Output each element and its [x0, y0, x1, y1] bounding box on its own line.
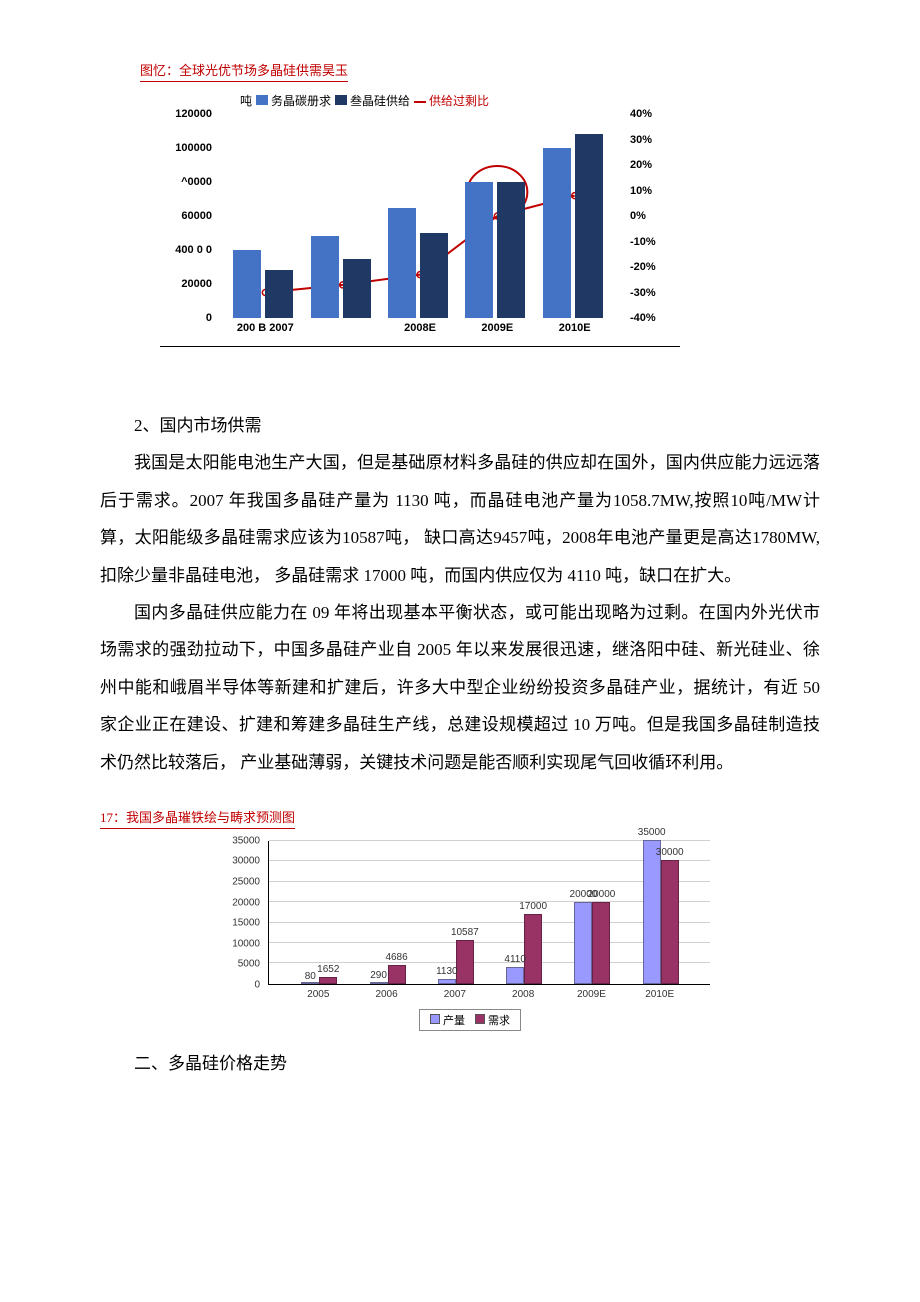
- chart1: 吨 务晶碳册求 叁晶硅供给 供给过剩比 020000400 0 060000^0…: [160, 86, 680, 347]
- chart1-y1-axis: 020000400 0 060000^0000100000120000: [160, 114, 216, 318]
- section-heading-2: 二、多晶硅价格走势: [134, 1049, 820, 1074]
- section-heading-1: 2、国内市场供需: [100, 407, 820, 444]
- legend-swatch-supply: [335, 95, 347, 105]
- chart1-title: 图忆：全球光优节场多晶硅供需昊玉: [140, 60, 348, 82]
- legend2-label-demand: 需求: [488, 1015, 510, 1027]
- chart1-container: 吨 务晶碳册求 叁晶硅供给 供给过剩比 020000400 0 060000^0…: [160, 86, 820, 347]
- chart2-title: 17：我国多晶璀铁绘与畴求预测图: [100, 807, 295, 829]
- paragraph-2: 国内多晶硅供应能力在 09 年将出现基本平衡状态，或可能出现略为过剩。在国内外光…: [100, 594, 820, 781]
- legend-label-supply: 叁晶硅供给: [350, 94, 410, 108]
- body-text: 2、国内市场供需 我国是太阳能电池生产大国，但是基础原材料多晶硅的供应却在国外，…: [100, 407, 820, 781]
- legend-unit: 吨: [240, 92, 252, 109]
- legend-label-ratio: 供给过剩比: [429, 94, 489, 108]
- chart2-x-axis: 20052006200720082009E2010E: [268, 989, 710, 1003]
- legend2-label-production: 产量: [443, 1015, 465, 1027]
- chart2-plot: 8016522904686113010587411017000200002000…: [268, 841, 710, 985]
- chart1-legend: 吨 务晶碳册求 叁晶硅供给 供给过剩比: [240, 92, 620, 109]
- chart2-legend: 产量 需求: [419, 1009, 521, 1031]
- chart2-y-axis: 05000100001500020000250003000035000: [220, 841, 264, 985]
- chart2: 05000100001500020000250003000035000 8016…: [220, 833, 720, 1033]
- legend-swatch-demand: [256, 95, 268, 105]
- legend2-swatch-production: [430, 1014, 440, 1024]
- paragraph-1: 我国是太阳能电池生产大国，但是基础原材料多晶硅的供应却在国外，国内供应能力远远落…: [100, 444, 820, 594]
- legend2-swatch-demand: [475, 1014, 485, 1024]
- chart1-y2-axis: 40%30%20%10%0%-10%-20%-30%-40%: [624, 114, 680, 318]
- chart2-container: 05000100001500020000250003000035000 8016…: [220, 833, 820, 1033]
- legend-swatch-ratio: [414, 101, 426, 103]
- legend-label-demand: 务晶碳册求: [271, 94, 331, 108]
- chart1-plot: [220, 114, 620, 318]
- chart1-x-axis: 200 B 20072008E2009E2010E: [220, 322, 620, 340]
